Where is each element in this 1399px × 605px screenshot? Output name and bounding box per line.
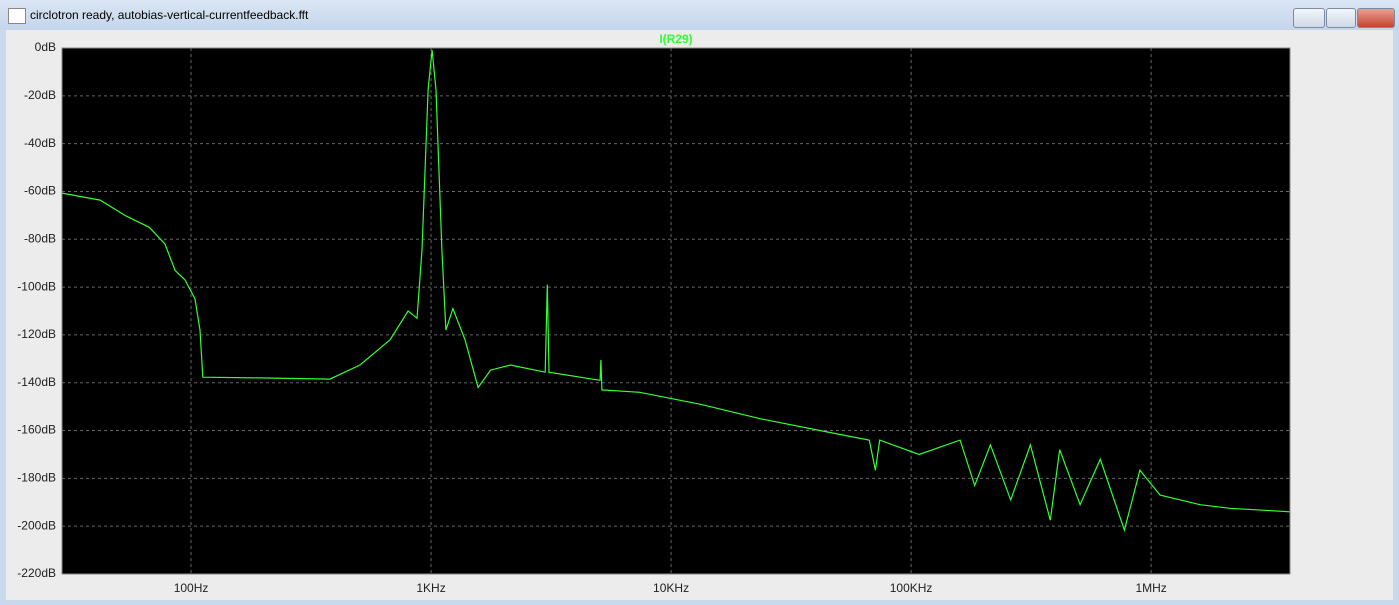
plot-pane: I(R29) 0dB -20dB -40dB -60dB -80dB -100dB -120… xyxy=(6,30,1393,600)
window-title: circlotron ready, autobias-vertical-curr… xyxy=(30,8,309,22)
y-tick-label: -180dB xyxy=(17,471,56,485)
y-tick-label: -100dB xyxy=(17,279,56,293)
app-icon xyxy=(8,8,26,24)
x-tick-label: 1MHz xyxy=(1135,581,1166,595)
x-tick-label: 1KHz xyxy=(416,581,445,595)
y-tick-label: -80dB xyxy=(24,231,56,245)
trace-title[interactable]: I(R29) xyxy=(659,32,692,46)
x-tick-label: 100Hz xyxy=(174,581,209,595)
close-button[interactable] xyxy=(1357,8,1395,28)
maximize-button[interactable] xyxy=(1326,8,1356,28)
plot-frame xyxy=(61,47,1291,575)
plot-area xyxy=(62,48,1290,574)
y-tick-label: -120dB xyxy=(17,327,56,341)
y-tick-label: -200dB xyxy=(17,518,56,532)
trace xyxy=(61,49,1291,533)
y-tick-label: 0dB xyxy=(35,40,56,54)
y-tick-label: -160dB xyxy=(17,423,56,437)
y-tick-label: -60dB xyxy=(24,184,56,198)
y-tick-label: -140dB xyxy=(17,375,56,389)
y-tick-label: -20dB xyxy=(24,88,56,102)
title-bar: circlotron ready, autobias-vertical-curr… xyxy=(0,0,1399,30)
x-tick-label: 100KHz xyxy=(890,581,933,595)
minimize-button[interactable] xyxy=(1293,8,1325,28)
y-tick-label: -40dB xyxy=(24,136,56,150)
y-tick-label: -220dB xyxy=(17,566,56,580)
x-tick-label: 10KHz xyxy=(653,581,689,595)
